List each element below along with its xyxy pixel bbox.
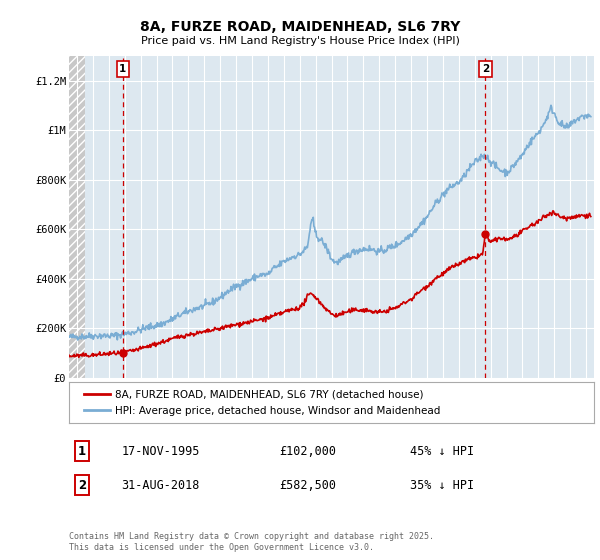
Text: 45% ↓ HPI: 45% ↓ HPI	[410, 445, 475, 458]
Bar	[69, 56, 85, 378]
Text: 2: 2	[78, 479, 86, 492]
Legend: 8A, FURZE ROAD, MAIDENHEAD, SL6 7RY (detached house), HPI: Average price, detach: 8A, FURZE ROAD, MAIDENHEAD, SL6 7RY (det…	[79, 385, 445, 420]
Text: 31-AUG-2018: 31-AUG-2018	[121, 479, 200, 492]
Text: Price paid vs. HM Land Registry's House Price Index (HPI): Price paid vs. HM Land Registry's House …	[140, 36, 460, 46]
Text: 35% ↓ HPI: 35% ↓ HPI	[410, 479, 475, 492]
Text: 8A, FURZE ROAD, MAIDENHEAD, SL6 7RY: 8A, FURZE ROAD, MAIDENHEAD, SL6 7RY	[140, 20, 460, 34]
Text: Contains HM Land Registry data © Crown copyright and database right 2025.
This d: Contains HM Land Registry data © Crown c…	[69, 533, 434, 552]
Text: 1: 1	[78, 445, 86, 458]
Text: 2: 2	[482, 64, 489, 74]
Text: 1: 1	[119, 64, 127, 74]
Text: £582,500: £582,500	[279, 479, 336, 492]
Text: £102,000: £102,000	[279, 445, 336, 458]
Text: 17-NOV-1995: 17-NOV-1995	[121, 445, 200, 458]
